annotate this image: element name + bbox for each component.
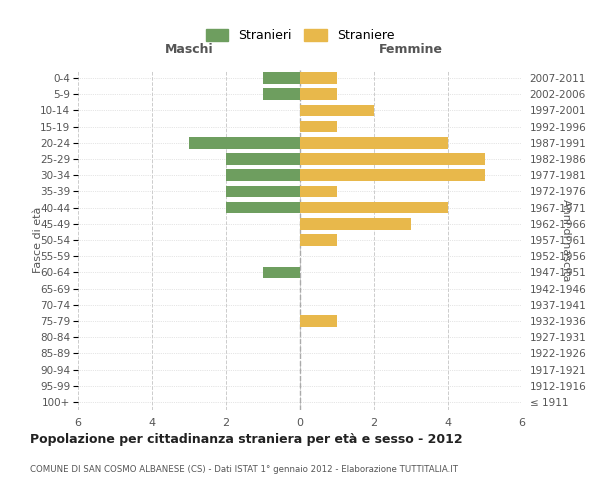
Bar [300,218,411,230]
Bar [300,137,448,148]
Text: Anni di nascita: Anni di nascita [562,198,571,281]
Bar [226,170,300,181]
Text: COMUNE DI SAN COSMO ALBANESE (CS) - Dati ISTAT 1° gennaio 2012 - Elaborazione TU: COMUNE DI SAN COSMO ALBANESE (CS) - Dati… [30,465,458,474]
Bar [263,88,300,100]
Bar [300,170,485,181]
Bar [300,202,448,213]
Bar [300,104,374,117]
Bar [263,266,300,278]
Text: Popolazione per cittadinanza straniera per età e sesso - 2012: Popolazione per cittadinanza straniera p… [30,432,463,446]
Text: Femmine: Femmine [379,44,443,57]
Bar [226,153,300,165]
Bar [189,137,300,148]
Bar [226,202,300,213]
Text: Maschi: Maschi [164,44,214,57]
Legend: Stranieri, Straniere: Stranieri, Straniere [206,28,394,42]
Bar [300,234,337,246]
Bar [300,315,337,327]
Bar [300,153,485,165]
Bar [300,88,337,100]
Bar [226,186,300,198]
Bar [300,72,337,84]
Bar [300,121,337,132]
Text: Fasce di età: Fasce di età [33,207,43,273]
Bar [263,72,300,84]
Bar [300,186,337,198]
